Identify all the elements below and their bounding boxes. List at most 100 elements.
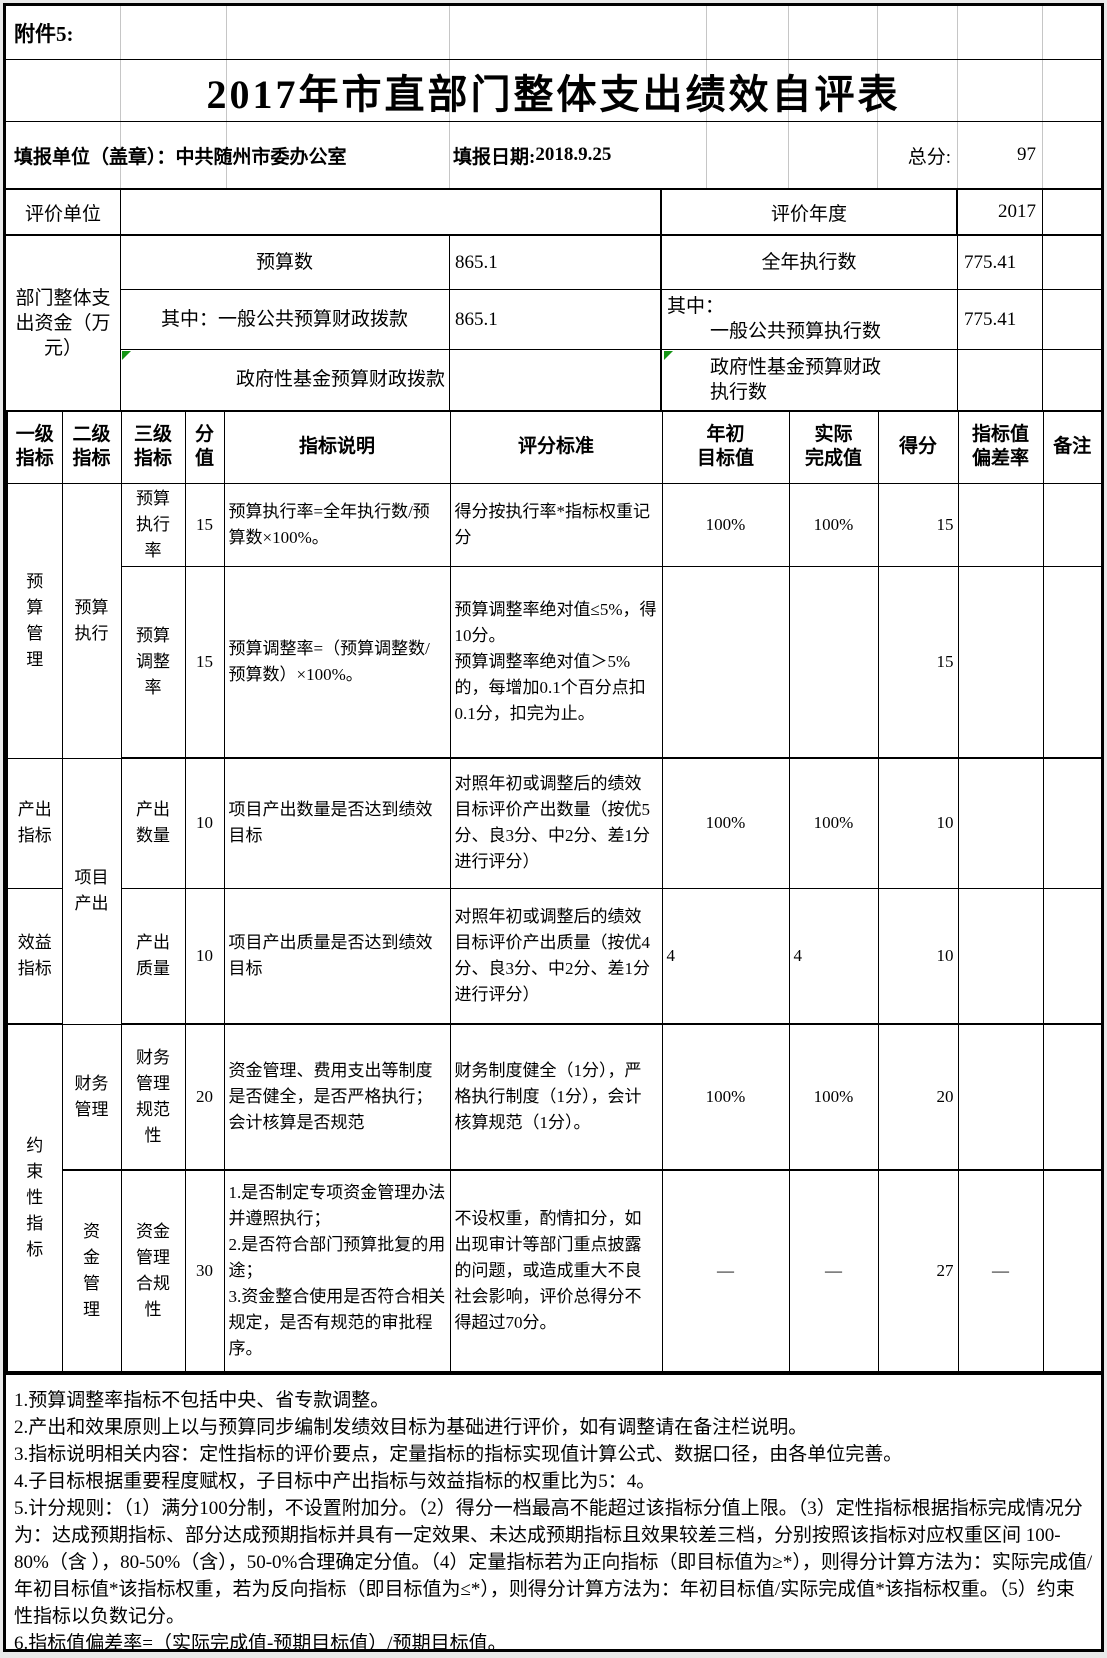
gridline [449, 6, 450, 59]
report-unit: 填报单位（盖章）： 中共随州市委办公室 [14, 122, 347, 188]
govfund-budget-value[interactable] [449, 349, 660, 410]
actual-cell[interactable]: 4 [788, 887, 879, 1025]
report-info-row: 填报单位（盖章）： 中共随州市委办公室 填报日期: 2018.9.25 总分: 9… [6, 122, 1101, 190]
level3-budget-adjust-rate: 预算 调整 率 [120, 565, 186, 759]
target-cell[interactable]: 100% [661, 482, 790, 567]
deviation-cell[interactable] [957, 757, 1044, 889]
title-row: 2017年市直部门整体支出绩效自评表 [6, 60, 1101, 122]
deviation-cell[interactable]: — [957, 1169, 1044, 1373]
target-cell[interactable]: 4 [661, 887, 790, 1025]
funds-section: 部门整体支 出资金（万 元） 预算数 865.1 全年执行数 775.41 其中… [6, 236, 1101, 410]
gridline [1042, 122, 1043, 188]
report-unit-value[interactable]: 中共随州市委办公室 [175, 146, 347, 168]
cell-border [956, 190, 958, 234]
actual-cell[interactable]: 100% [788, 1023, 879, 1171]
points-cell: 10 [184, 887, 225, 1025]
report-date-value[interactable]: 2018.9.25 [535, 144, 612, 165]
score-cell[interactable]: 15 [877, 565, 959, 759]
general-exec-prefix: 其中： [667, 296, 725, 317]
level3-output-quality: 产出 质量 [120, 887, 186, 1025]
target-cell[interactable]: — [661, 1169, 790, 1373]
footnote-2: 2.产出和效果原则上以与预算同步编制发绩效目标为基础进行评价，如有调整请在备注栏… [14, 1417, 808, 1438]
deviation-cell[interactable] [957, 565, 1044, 759]
points-cell: 15 [184, 482, 225, 567]
header-level1: 一级 指标 [6, 410, 63, 484]
score-cell[interactable]: 10 [877, 887, 959, 1025]
level2-project-output: 项目 产出 [61, 757, 122, 1025]
gridline [1042, 6, 1043, 59]
gridline [788, 6, 789, 59]
footnotes: 1.预算调整率指标不包括中央、省专款调整。 2.产出和效果原则上以与预算同步编制… [6, 1373, 1101, 1654]
govfund-exec-value[interactable] [958, 349, 1042, 410]
evaluation-row: 评价单位 评价年度 2017 [6, 190, 1101, 236]
attachment-label: 附件5: [14, 21, 74, 46]
desc-cell: 项目产出数量是否达到绩效目标 [223, 757, 451, 889]
header-level2: 二级 指标 [61, 410, 122, 484]
header-criteria: 评分标准 [449, 410, 663, 484]
header-remark: 备注 [1042, 410, 1103, 484]
gridline [449, 60, 450, 121]
actual-cell[interactable] [788, 565, 879, 759]
remark-cell[interactable] [1042, 1023, 1103, 1171]
gridline [706, 122, 707, 188]
cell-border [660, 190, 662, 234]
budget-value[interactable]: 865.1 [455, 252, 498, 273]
govfund-budget-label: 政府性基金预算财政拨款 [235, 369, 445, 390]
gridline [1042, 60, 1043, 121]
remark-cell[interactable] [1042, 1169, 1103, 1373]
actual-cell[interactable]: 100% [788, 757, 879, 889]
header-points: 分 值 [184, 410, 225, 484]
footnote-5: 5.计分规则：（1）满分100分制，不设置附加分。（2）得分一档最高不能超过该指… [14, 1498, 1093, 1627]
total-score-label: 总分: [907, 146, 951, 168]
general-budget-value[interactable]: 865.1 [455, 308, 498, 330]
points-cell: 15 [184, 565, 225, 759]
report-date-label: 填报日期: [453, 146, 536, 168]
eval-year-label: 评价年度 [770, 203, 847, 225]
gridline [706, 6, 707, 59]
indicator-table: 一级 指标 二级 指标 三级 指标 分 值 指标说明 评分标准 年初 目标值 实… [6, 410, 1103, 1373]
target-cell[interactable]: 100% [661, 1023, 790, 1171]
deviation-cell[interactable] [957, 887, 1044, 1025]
deviation-cell[interactable] [957, 482, 1044, 567]
score-cell[interactable]: 15 [877, 482, 959, 567]
table-row: 产出 指标 项目 产出 产出 数量 10 项目产出数量是否达到绩效目标 对照年初… [6, 757, 1103, 1025]
general-budget-label: 其中：一般公共预算财政拨款 [160, 308, 408, 330]
gridline [877, 122, 878, 188]
target-cell[interactable]: 100% [661, 757, 790, 889]
eval-unit-label: 评价单位 [24, 203, 101, 225]
actual-cell[interactable]: — [788, 1169, 879, 1373]
remark-cell[interactable] [1042, 887, 1103, 1025]
score-cell[interactable]: 20 [877, 1023, 959, 1171]
level1-constraint: 约 束 性 指 标 [6, 1023, 63, 1373]
eval-year-value[interactable]: 2017 [998, 201, 1036, 222]
cell-border [120, 236, 121, 410]
actual-cell[interactable]: 100% [788, 482, 879, 567]
desc-cell: 项目产出质量是否达到绩效目标 [223, 887, 451, 1025]
cell-border [120, 190, 121, 234]
points-cell: 30 [184, 1169, 225, 1373]
remark-cell[interactable] [1042, 482, 1103, 567]
target-cell[interactable] [661, 565, 790, 759]
footnote-1: 1.预算调整率指标不包括中央、省专款调整。 [14, 1390, 390, 1411]
table-row: 预 算 管 理 预算 执行 预算 执行 率 15 预算执行率=全年执行数/预算数… [6, 482, 1103, 759]
report-date: 填报日期: 2018.9.25 [453, 122, 611, 188]
total-score-value[interactable]: 97 [1017, 144, 1036, 165]
header-desc: 指标说明 [223, 410, 451, 484]
criteria-cell: 不设权重，酌情扣分，如出现审计等部门重点披露的问题，或造成重大不良社会影响，评价… [449, 1169, 663, 1373]
points-cell: 10 [184, 757, 225, 889]
remark-cell[interactable] [1042, 565, 1103, 759]
govfund-exec-label: 政府性基金预算财政 执行数 [710, 356, 882, 403]
score-cell[interactable]: 27 [877, 1169, 959, 1373]
table-header-row: 一级 指标 二级 指标 三级 指标 分 值 指标说明 评分标准 年初 目标值 实… [6, 410, 1103, 484]
general-exec-text: 一般公共预算执行数 [710, 321, 882, 342]
remark-cell[interactable] [1042, 757, 1103, 889]
annual-exec-value[interactable]: 775.41 [964, 252, 1017, 273]
score-cell[interactable]: 10 [877, 757, 959, 889]
level2-fund-mgmt: 资 金 管 理 [61, 1169, 122, 1373]
excel-error-triangle-icon [664, 351, 673, 360]
general-exec-value[interactable]: 775.41 [964, 308, 1017, 330]
gridline [957, 6, 958, 59]
gridline [226, 6, 227, 59]
header-level3: 三级 指标 [120, 410, 186, 484]
deviation-cell[interactable] [957, 1023, 1044, 1171]
